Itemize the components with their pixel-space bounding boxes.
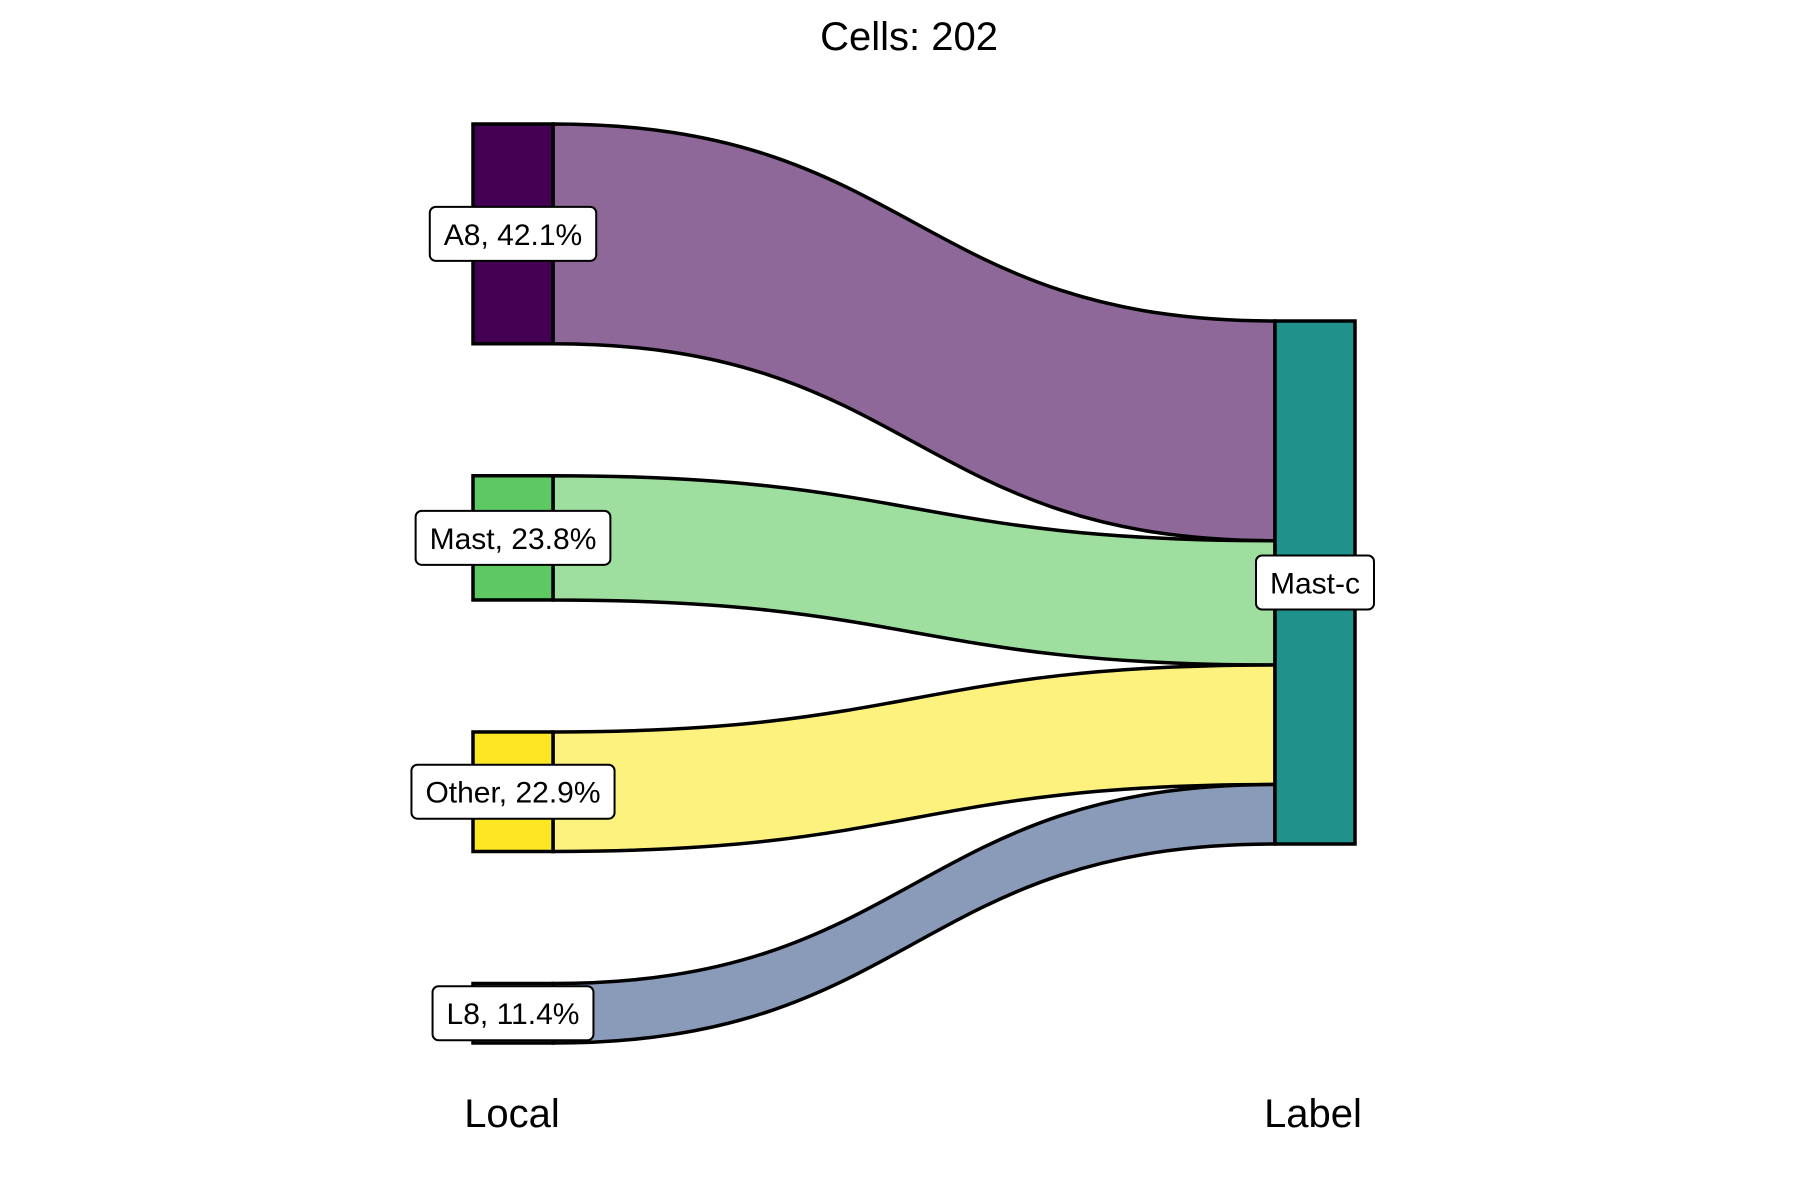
node-labels: A8, 42.1% Mast, 23.8% Other, 22.9% L8, 11.4… bbox=[410, 205, 1375, 1042]
node-label-text: L8, 11.4% bbox=[447, 998, 580, 1031]
chart-title: Cells: 202 bbox=[820, 15, 998, 59]
node-label-text: A8, 42.1% bbox=[444, 219, 582, 252]
label-box bbox=[410, 763, 616, 820]
node-label-text: Mast, 23.8% bbox=[430, 523, 597, 556]
label-box bbox=[428, 205, 598, 262]
node-label-mast: Mast, 23.8% bbox=[414, 509, 612, 566]
axis-label-label: Label bbox=[1264, 1092, 1362, 1136]
node-label-other: Other, 22.9% bbox=[410, 763, 616, 820]
node-label-a8: A8, 42.1% bbox=[428, 205, 598, 262]
label-box bbox=[414, 509, 612, 566]
axis-label-local: Local bbox=[464, 1092, 560, 1136]
node-label-mast-c: Mast-c bbox=[1255, 554, 1375, 611]
node-label-l8: L8, 11.4% bbox=[431, 985, 595, 1042]
label-box bbox=[1255, 554, 1375, 611]
node-label-text: Other, 22.9% bbox=[425, 777, 600, 810]
flows bbox=[551, 122, 1277, 1045]
node-label-text: Mast-c bbox=[1270, 568, 1360, 601]
label-box bbox=[431, 985, 595, 1042]
